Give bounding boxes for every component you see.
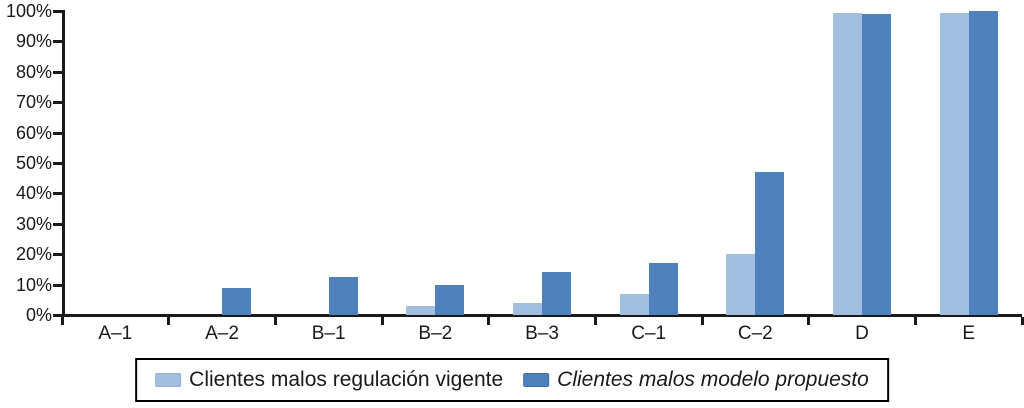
legend-item-modelo-propuesto: Clientes malos modelo propuesto (523, 368, 869, 392)
y-tick-mark (53, 162, 62, 165)
legend-label: Clientes malos regulación vigente (189, 368, 504, 391)
y-tick-mark (53, 10, 62, 13)
bar-dark (328, 277, 358, 315)
x-tick-mark (593, 317, 597, 325)
legend-item-regulacion-vigente: Clientes malos regulación vigente (155, 368, 503, 392)
bar-light (619, 293, 649, 315)
x-tick-mark (700, 317, 704, 325)
y-tick-label: 20% (15, 244, 52, 265)
x-category-label: D (855, 323, 869, 344)
bar-light (513, 302, 542, 315)
bar-dark (542, 272, 571, 315)
bar-dark (222, 287, 251, 315)
x-axis-line (62, 314, 1022, 317)
bar-dark (435, 284, 465, 315)
legend-swatch-dark-blue (523, 373, 550, 387)
bar-dark (968, 11, 998, 315)
bar-dark (755, 172, 785, 315)
legend: Clientes malos regulación vigente Client… (135, 358, 889, 402)
y-tick-mark (53, 40, 62, 44)
y-axis-line (62, 10, 65, 317)
y-tick-mark (53, 253, 62, 257)
x-tick-mark (167, 317, 171, 325)
legend-label: Clientes malos modelo propuesto (557, 368, 869, 391)
x-tick-mark (807, 317, 811, 325)
x-tick-mark (60, 317, 64, 325)
y-tick-label: 60% (15, 122, 52, 143)
y-tick-label: 30% (15, 213, 52, 234)
x-tick-mark (273, 317, 277, 325)
y-tick-mark (53, 192, 62, 196)
y-tick-label: 0% (25, 305, 52, 325)
x-tick-mark (1020, 317, 1024, 325)
y-tick-label: 40% (15, 183, 52, 204)
bar-dark (862, 14, 891, 315)
x-tick-mark (487, 317, 491, 325)
y-tick-label: 10% (15, 274, 52, 295)
x-category-label: A–1 (98, 323, 133, 344)
y-tick-label: 70% (15, 92, 52, 113)
bar-light (406, 305, 436, 315)
x-category-label: B–2 (418, 323, 453, 344)
y-tick-mark (53, 70, 62, 74)
x-tick-mark (913, 317, 917, 325)
legend-swatch-light-blue (155, 373, 182, 387)
y-tick-label: 100% (5, 1, 52, 21)
y-tick-label: 50% (15, 153, 52, 173)
x-tick-mark (380, 317, 384, 325)
x-category-label: B–1 (311, 323, 346, 344)
bar-dark (648, 263, 678, 315)
y-tick-label: 90% (15, 31, 52, 52)
bar-light (939, 12, 969, 315)
y-tick-mark (53, 314, 62, 317)
y-tick-mark (53, 222, 62, 226)
y-tick-label: 80% (15, 61, 52, 82)
x-category-label: E (962, 323, 975, 344)
y-tick-mark (53, 283, 62, 287)
x-category-label: C–1 (631, 323, 667, 344)
bar-light (726, 254, 756, 315)
x-category-label: B–3 (525, 323, 559, 344)
y-tick-mark (53, 131, 62, 135)
y-tick-mark (53, 101, 62, 105)
x-category-label: A–2 (205, 323, 239, 344)
x-category-label: C–2 (737, 323, 773, 344)
bar-light (833, 12, 862, 315)
